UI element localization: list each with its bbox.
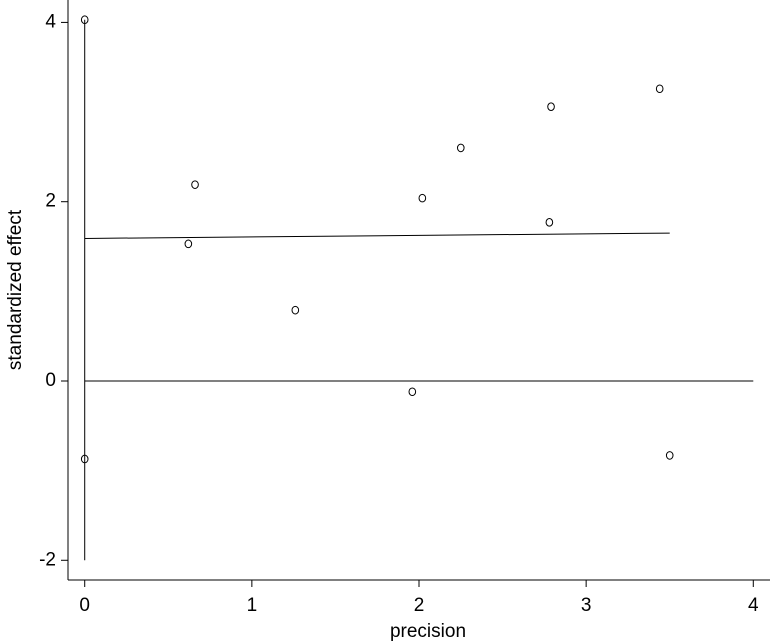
point [545,218,554,227]
point [291,305,300,315]
y-tick-label: -2 [39,549,56,570]
y-axis-label: standardized effect [5,209,26,370]
point [418,193,427,203]
point [80,15,89,25]
x-tick-label: 3 [581,595,592,616]
x-axis-label: precision [390,621,466,642]
x-tick-label: 0 [79,595,90,616]
point [408,387,417,397]
point [665,451,674,460]
point [191,180,199,189]
point [547,102,555,111]
y-tick-label: 4 [45,11,56,32]
point [184,239,193,249]
point [655,84,664,94]
x-tick-label: 4 [748,595,759,616]
point [456,143,465,153]
x-tick-label: 2 [414,595,425,616]
y-tick-label: 2 [45,191,56,212]
point [80,454,89,464]
reference-line [84,232,670,239]
y-tick-label: 0 [45,370,56,391]
x-tick-label: 1 [247,595,258,616]
